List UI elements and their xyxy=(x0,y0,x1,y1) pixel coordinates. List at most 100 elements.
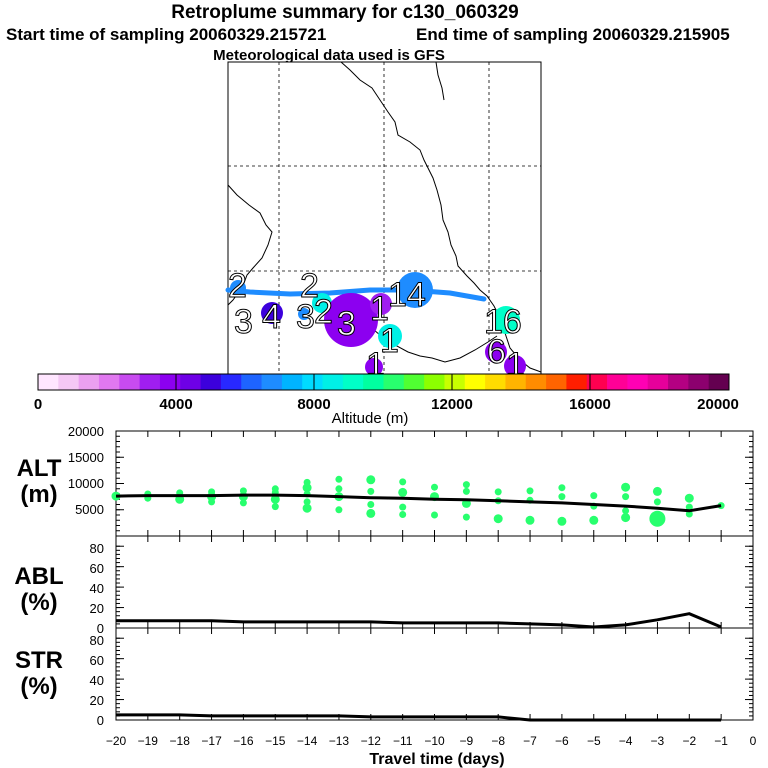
str-ytick-label: 20 xyxy=(90,693,104,708)
alt-point xyxy=(302,483,312,493)
panels-frame xyxy=(115,430,754,721)
map-label: 2 xyxy=(300,267,319,305)
x-tick-label: −1 xyxy=(714,734,728,748)
alt-point xyxy=(622,507,630,515)
alt-point xyxy=(335,475,343,483)
colorbar-swatch xyxy=(98,374,120,390)
str-ytick-label: 40 xyxy=(90,673,104,688)
colorbar-swatch xyxy=(424,374,445,390)
x-tick-label: −9 xyxy=(460,734,474,748)
alt-point xyxy=(366,475,376,485)
x-tick-labels: −20 −19 −18 −17 −16 −15 −14 −13 −12 −11 −10 −9 −8 −7−… xyxy=(106,734,757,748)
abl-ytick-label: 40 xyxy=(90,581,104,596)
altitude-colorbar: 0 4000 8000 12000 16000 20000 Altitude (… xyxy=(34,373,739,427)
alt-point xyxy=(526,487,534,495)
colorbar-swatch xyxy=(119,374,141,390)
colorbar-ticks xyxy=(175,374,591,390)
x-tick-label: −2 xyxy=(682,734,696,748)
x-tick-label: −13 xyxy=(329,734,350,748)
alt-point xyxy=(685,510,693,518)
colorbar-swatch xyxy=(505,374,527,390)
colorbar-swatch xyxy=(58,374,80,390)
map-label: 3 xyxy=(296,298,315,336)
colorbar-swatch xyxy=(180,374,201,390)
colorbar-swatch xyxy=(546,374,567,390)
alt-ytick-label: 15000 xyxy=(68,450,104,465)
alt-median-line xyxy=(115,493,722,513)
plume-dot xyxy=(324,293,378,347)
colorbar-swatch xyxy=(708,374,730,390)
colorbar-tick-label: 8000 xyxy=(297,396,330,413)
time-series-panels: ALT (m) ABL (%) STR (%) 5000 10000 15000… xyxy=(14,424,756,768)
x-axis-label: Travel time (days) xyxy=(369,751,504,768)
map-label: 3 xyxy=(234,303,253,341)
map-label: 1 xyxy=(380,322,399,360)
colorbar-swatch xyxy=(607,374,628,390)
alt-point xyxy=(302,503,312,513)
str-ytick-labels: 0 20 40 60 80 xyxy=(90,633,104,728)
colorbar-swatch xyxy=(159,374,181,390)
abl-ytick-label: 80 xyxy=(90,541,104,556)
alt-point xyxy=(621,482,631,492)
map-label: 1 xyxy=(370,290,389,328)
plume-dot xyxy=(397,272,433,308)
colorbar-swatch xyxy=(363,374,384,390)
abl-ytick-label: 20 xyxy=(90,601,104,616)
x-tick-label: −16 xyxy=(233,734,254,748)
plume-dot xyxy=(492,306,520,334)
plume-dot xyxy=(378,324,402,348)
alt-ytick-labels: 5000 10000 15000 20000 xyxy=(68,424,104,517)
alt-point xyxy=(398,487,408,497)
map-label: 2 xyxy=(228,267,247,305)
plume-dot xyxy=(504,355,526,377)
alt-point xyxy=(303,478,311,486)
end-time-label: End time of sampling 20060329.215905 xyxy=(416,25,730,44)
map-label: 2 xyxy=(314,293,333,331)
alt-point xyxy=(462,513,470,521)
figure-title: Retroplume summary for c130_060329 xyxy=(171,2,519,23)
alt-point xyxy=(367,487,375,495)
alt-point xyxy=(303,498,311,506)
alt-ytick-label: 20000 xyxy=(68,424,104,439)
x-tick-label: −5 xyxy=(587,734,601,748)
panel-data xyxy=(111,475,725,722)
map-label: 14 xyxy=(388,276,426,314)
x-tick-label: −12 xyxy=(361,734,382,748)
colorbar-swatch xyxy=(220,374,242,390)
map-label: 6 xyxy=(487,333,506,371)
alt-point xyxy=(558,493,566,501)
alt-point xyxy=(494,488,502,496)
plume-dot xyxy=(485,341,507,363)
colorbar-tick-label: 20000 xyxy=(697,396,739,413)
alt-point xyxy=(462,487,470,495)
colorbar-swatch xyxy=(322,374,344,390)
x-tick-label: −19 xyxy=(138,734,159,748)
x-tick-label: −20 xyxy=(106,734,127,748)
colorbar-tick-label: 12000 xyxy=(431,396,473,413)
x-tick-label: −14 xyxy=(297,734,318,748)
start-time-label: Start time of sampling 20060329.215721 xyxy=(6,25,327,44)
colorbar-swatch xyxy=(302,374,323,390)
plume-dot xyxy=(365,358,383,376)
alt-point xyxy=(685,503,693,511)
colorbar-tick-labels: 0 4000 8000 12000 16000 20000 xyxy=(34,396,739,413)
alt-point xyxy=(208,488,216,496)
alt-point xyxy=(493,514,503,524)
plume-track xyxy=(225,287,487,302)
colorbar-swatch xyxy=(241,374,262,390)
x-tick-label: 0 xyxy=(750,734,757,748)
alt-point xyxy=(649,510,666,527)
alt-point xyxy=(271,503,279,511)
x-tick-label: −6 xyxy=(555,734,569,748)
x-tick-label: −4 xyxy=(619,734,633,748)
alt-point xyxy=(270,494,280,504)
alt-point xyxy=(590,492,598,500)
plume-dot xyxy=(298,308,310,320)
x-tick-label: −18 xyxy=(170,734,191,748)
abl-ylabel-line1: ABL xyxy=(14,563,63,590)
colorbar-swatch xyxy=(38,374,59,390)
alt-point xyxy=(399,478,407,486)
colorbar-swatch xyxy=(281,374,303,390)
